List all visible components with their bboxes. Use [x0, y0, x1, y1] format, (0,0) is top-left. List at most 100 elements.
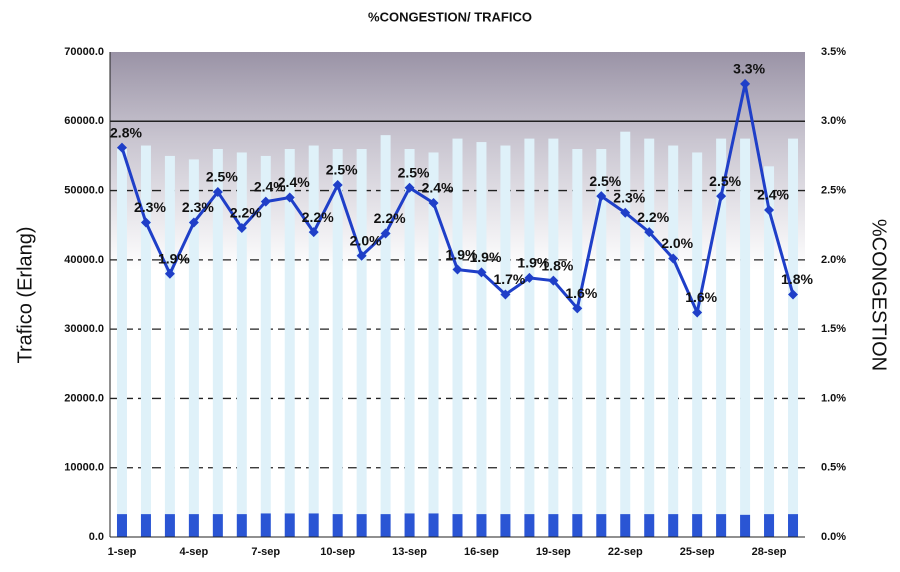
- y2-tick-label: 1.5%: [821, 323, 846, 335]
- bar: [164, 514, 175, 537]
- marker: [308, 227, 319, 238]
- bar: [548, 138, 559, 537]
- marker: [404, 182, 415, 193]
- data-label: 2.2%: [637, 209, 669, 225]
- marker: [692, 307, 703, 318]
- bar: [116, 514, 127, 537]
- marker: [188, 217, 199, 228]
- bar: [116, 149, 127, 537]
- marker: [716, 191, 727, 202]
- bar: [716, 514, 727, 537]
- y-tick-label: 30000.0: [64, 323, 104, 335]
- marker: [380, 228, 391, 239]
- marker: [236, 222, 247, 233]
- data-label: 2.0%: [350, 232, 382, 248]
- marker: [332, 180, 343, 191]
- y2-tick-label: 0.0%: [821, 531, 846, 543]
- data-label: 2.4%: [278, 174, 310, 190]
- data-label: 2.2%: [302, 209, 334, 225]
- data-label: 2.2%: [374, 210, 406, 226]
- data-label: 1.8%: [781, 271, 813, 287]
- data-label: 2.4%: [757, 187, 789, 203]
- bar: [164, 155, 175, 537]
- bar: [692, 514, 703, 537]
- data-label: 1.6%: [565, 285, 597, 301]
- x-tick-label: 7-sep: [251, 546, 280, 558]
- marker: [644, 227, 655, 238]
- bar: [620, 131, 631, 537]
- x-tick-label: 1-sep: [108, 546, 137, 558]
- y2-tick-label: 0.5%: [821, 462, 846, 474]
- bar: [428, 513, 439, 537]
- y-tick-label: 40000.0: [64, 254, 104, 266]
- marker: [284, 192, 295, 203]
- bar: [764, 166, 775, 538]
- x-tick-label: 10-sep: [320, 546, 355, 558]
- data-label: 2.0%: [661, 235, 693, 251]
- bar: [140, 145, 151, 538]
- x-tick-label: 19-sep: [536, 546, 571, 558]
- x-tick-label: 16-sep: [464, 546, 499, 558]
- bar: [188, 514, 199, 537]
- chart-title: %CONGESTION/ TRAFICO: [368, 9, 532, 24]
- bar: [404, 149, 415, 537]
- y-tick-label: 20000.0: [64, 392, 104, 404]
- y-tick-label: 70000.0: [64, 46, 104, 58]
- bar: [644, 514, 655, 537]
- bar: [716, 138, 727, 537]
- marker: [164, 268, 175, 279]
- y2-tick-label: 2.5%: [821, 184, 846, 196]
- bar: [212, 149, 223, 537]
- marker: [116, 142, 127, 153]
- bar: [572, 514, 583, 537]
- bar: [668, 514, 679, 537]
- marker: [356, 250, 367, 261]
- bar: [308, 145, 319, 538]
- data-label: 2.8%: [110, 124, 142, 140]
- data-label: 2.2%: [230, 205, 262, 221]
- marker: [428, 198, 439, 209]
- bar: [332, 514, 343, 537]
- bar: [476, 142, 487, 538]
- bar: [500, 514, 511, 537]
- bar: [380, 135, 391, 537]
- y2-tick-label: 1.0%: [821, 392, 846, 404]
- y-tick-label: 50000.0: [64, 184, 104, 196]
- bar: [284, 513, 295, 537]
- data-label: 2.3%: [613, 189, 645, 205]
- data-label: 1.6%: [685, 289, 717, 305]
- bar: [740, 514, 751, 537]
- bar: [260, 155, 271, 537]
- data-label: 1.9%: [517, 255, 549, 271]
- y2-tick-label: 3.5%: [821, 46, 846, 58]
- bar: [596, 149, 607, 537]
- marker: [140, 217, 151, 228]
- bar: [788, 514, 799, 537]
- marker: [572, 303, 583, 314]
- data-label: 2.3%: [134, 199, 166, 215]
- bar: [188, 159, 199, 537]
- bar: [260, 513, 271, 537]
- bar: [452, 514, 463, 537]
- bar: [236, 514, 247, 537]
- bar: [236, 152, 247, 537]
- y-axis-title: Trafico (Erlang): [14, 226, 36, 363]
- data-label: 1.9%: [158, 250, 190, 266]
- bar: [380, 514, 391, 537]
- bar: [476, 514, 487, 537]
- bar: [524, 514, 535, 537]
- bar: [356, 149, 367, 537]
- bar: [452, 138, 463, 537]
- bar: [332, 149, 343, 537]
- data-label: 2.5%: [589, 173, 621, 189]
- bar: [140, 514, 151, 537]
- y2-tick-label: 3.0%: [821, 115, 846, 127]
- bar: [668, 145, 679, 538]
- marker: [452, 264, 463, 275]
- marker: [764, 204, 775, 215]
- marker: [788, 289, 799, 300]
- marker: [740, 78, 751, 89]
- x-tick-label: 22-sep: [608, 546, 643, 558]
- x-tick-label: 28-sep: [752, 546, 787, 558]
- data-label: 2.5%: [206, 169, 238, 185]
